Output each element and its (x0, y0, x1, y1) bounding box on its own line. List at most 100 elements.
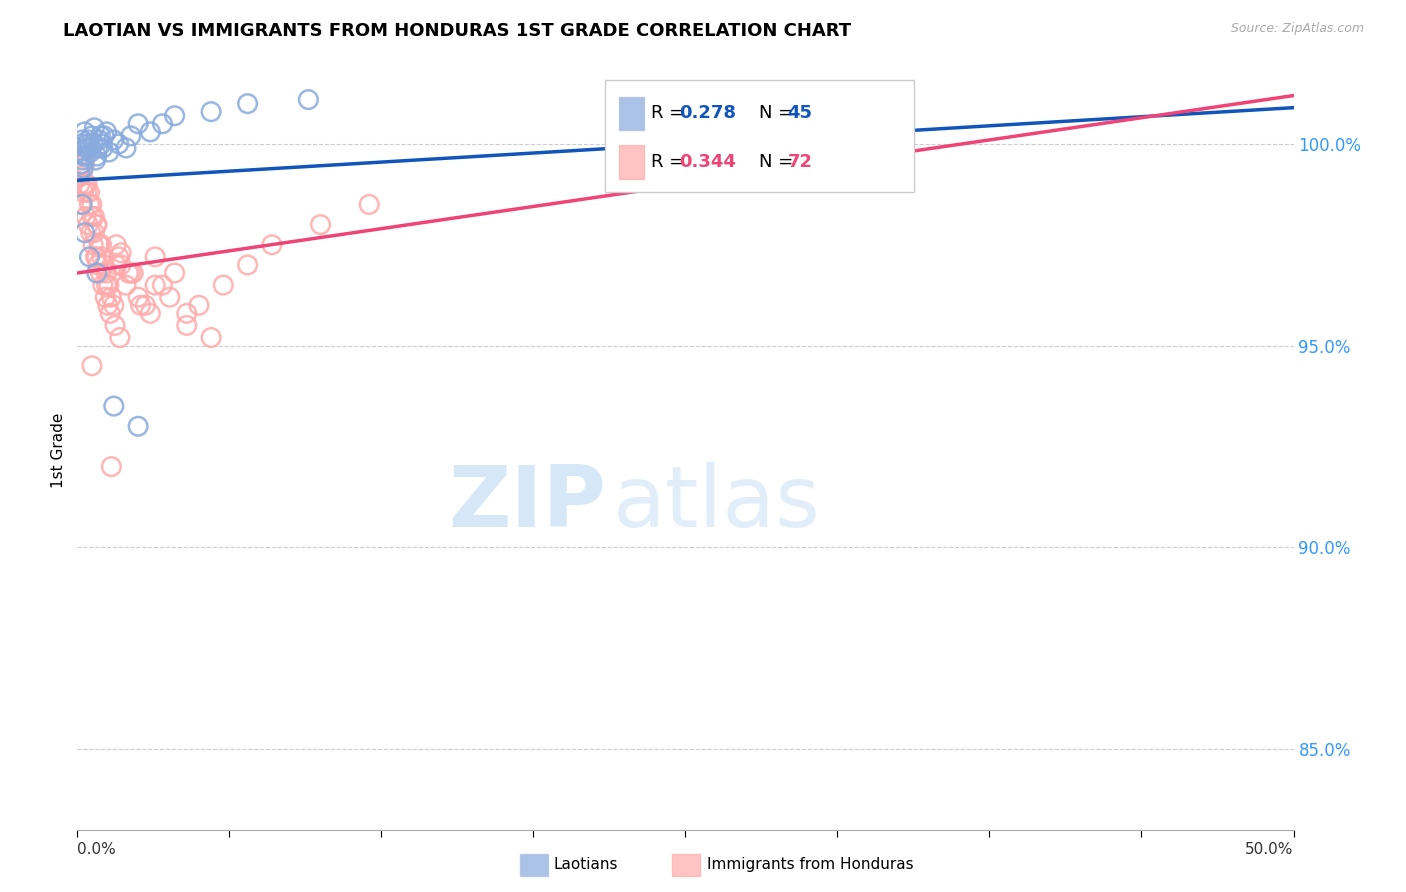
Point (110, 245, 132, 260)
Point (96, 278, 118, 293)
Point (70, 153, 93, 167)
Point (72, 186, 94, 200)
Point (70, 197, 93, 211)
Point (152, 278, 174, 293)
Point (163, 109, 186, 123)
Text: 72: 72 (787, 153, 813, 170)
Point (82, 237, 104, 252)
Point (309, 218, 332, 232)
Point (86, 266, 108, 280)
Point (76, 186, 98, 200)
Point (70, 157, 93, 171)
Point (70, 165, 93, 179)
Point (98, 306, 121, 320)
Text: R =: R = (651, 104, 690, 122)
Point (83, 210, 105, 224)
Point (120, 266, 142, 280)
Point (100, 290, 122, 304)
Point (76, 178, 98, 192)
Point (159, 290, 181, 304)
Point (80, 128, 103, 143)
Point (260, 237, 283, 252)
Point (90, 250, 112, 264)
Point (115, 141, 138, 155)
Y-axis label: 1st Grade: 1st Grade (51, 413, 66, 488)
Point (75, 210, 97, 224)
Point (84, 250, 107, 264)
Point (134, 298, 156, 312)
Point (79, 186, 101, 200)
Point (105, 237, 128, 252)
Point (80, 145, 103, 159)
Point (359, 197, 381, 211)
Point (79, 141, 101, 155)
Point (69, 169, 91, 184)
Text: 45: 45 (787, 104, 813, 122)
Point (70, 197, 93, 211)
Point (107, 250, 129, 264)
Point (73, 157, 96, 171)
Point (87, 258, 110, 272)
Point (73, 178, 96, 192)
Text: 0.0%: 0.0% (77, 842, 117, 856)
Point (86, 218, 108, 232)
Point (87, 141, 110, 155)
Point (89, 133, 111, 147)
Text: 50.0%: 50.0% (1246, 842, 1294, 856)
Point (89, 237, 111, 252)
Point (188, 298, 211, 312)
Point (76, 136, 98, 151)
Point (90, 136, 112, 151)
Point (176, 306, 198, 320)
Point (143, 278, 166, 293)
Text: Source: ZipAtlas.com: Source: ZipAtlas.com (1230, 22, 1364, 36)
Point (129, 298, 152, 312)
Point (139, 306, 162, 320)
Point (96, 266, 118, 280)
Point (127, 117, 149, 131)
Point (73, 226, 96, 240)
Point (122, 266, 145, 280)
Point (127, 419, 149, 434)
Point (70, 133, 93, 147)
Point (82, 136, 104, 151)
Point (70, 136, 93, 151)
Point (212, 278, 235, 293)
Point (73, 125, 96, 139)
Point (176, 318, 198, 333)
Point (163, 266, 186, 280)
Point (83, 226, 105, 240)
Point (90, 237, 112, 252)
Point (83, 120, 105, 135)
Point (105, 258, 128, 272)
Point (103, 298, 125, 312)
Point (89, 237, 111, 252)
Text: Laotians: Laotians (554, 857, 619, 871)
Point (110, 258, 132, 272)
Point (69, 165, 91, 179)
Point (84, 153, 107, 167)
Point (69, 145, 91, 159)
Point (103, 399, 125, 413)
Point (117, 266, 139, 280)
Point (152, 117, 174, 131)
Point (86, 250, 108, 264)
Text: Immigrants from Honduras: Immigrants from Honduras (707, 857, 914, 871)
Point (69, 178, 91, 192)
Point (120, 128, 142, 143)
Point (86, 218, 108, 232)
Point (77, 218, 100, 232)
Point (72, 149, 94, 163)
Point (77, 133, 100, 147)
Point (91, 278, 114, 293)
Point (236, 258, 259, 272)
Point (93, 128, 115, 143)
Point (96, 125, 118, 139)
Point (70, 157, 93, 171)
Point (200, 104, 222, 119)
Point (86, 149, 108, 163)
Point (108, 330, 131, 344)
Point (89, 128, 111, 143)
Text: N =: N = (759, 153, 799, 170)
Point (139, 125, 162, 139)
